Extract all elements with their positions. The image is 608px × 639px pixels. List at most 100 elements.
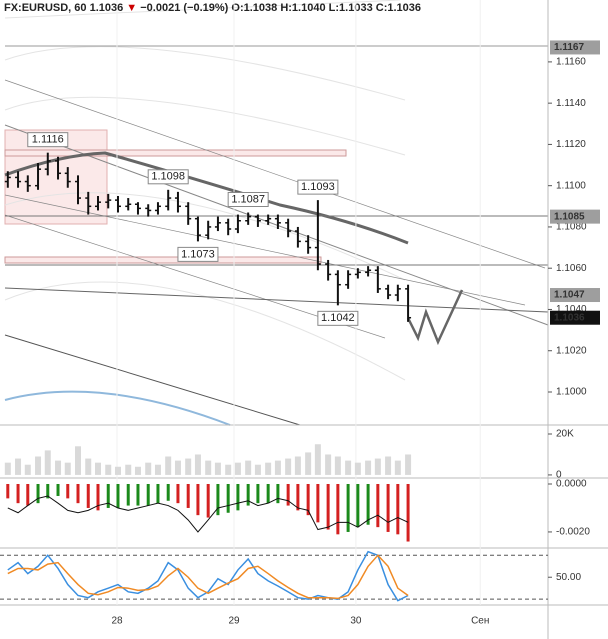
histogram-bar [286,483,290,506]
volume-bar [305,452,312,475]
change: −0.0021 (−0.19%) [140,2,228,14]
trend-lines [4,0,549,426]
histogram-bar [316,483,320,523]
header: FX:EURUSD, 60 1.1036 ▼ −0.0021 (−0.19%) … [4,2,421,14]
volume-bar [114,466,121,475]
histogram-bar [226,483,230,513]
volume-bar [225,464,232,475]
volume-bar [85,458,92,475]
y-tick-label: 1.1120 [556,139,586,150]
histogram-bar [126,483,130,506]
close: C:1.1036 [376,2,421,14]
histogram-bar [406,483,410,542]
histogram-bar [6,483,10,499]
histogram-bar [156,483,160,504]
histogram-bar [96,483,100,511]
volume-bar [374,458,381,475]
histogram-bar [186,483,190,508]
volume-bar [44,450,51,475]
volume-bar [24,464,31,475]
volume-bar [274,460,281,475]
volume-bar [365,460,372,475]
histogram-bar [36,483,40,504]
annotation-box [297,179,339,195]
volume-bar [154,464,161,475]
annotation-box [227,192,269,207]
symbol: FX:EURUSD, 60 [4,2,87,14]
histogram-bar [116,483,120,508]
histogram-bar [306,483,310,516]
volume-bar [334,456,341,475]
histogram-bar [256,483,260,504]
histogram-bar [16,483,20,504]
zone [4,149,347,157]
volume-bar [125,464,132,475]
annotation: 1.1093 [301,181,335,193]
volume-bar [194,454,201,475]
y-tick-label: 1.1020 [556,345,587,356]
volume-bar [15,458,22,475]
histogram-bar [396,483,400,535]
price-label: 1.1036 [554,312,585,323]
volume-bar [265,462,272,475]
histogram-bar [216,483,220,516]
y-tick-label: 0.0000 [556,479,587,490]
annotation-box [177,246,219,262]
annotation: 1.1116 [32,134,64,146]
volume-bar [354,462,361,475]
volume-bar [185,458,192,475]
histogram-bar [386,483,390,532]
y-tick-label: 20K [556,429,574,440]
y-tick-label: 1.1100 [556,180,586,191]
volume-bar [394,460,401,475]
histogram-bar [206,483,210,518]
histogram-bar [236,483,240,511]
volume-bar [64,462,71,475]
histogram-bar [356,483,360,528]
volume-bar [245,460,252,475]
volume-bar [254,464,261,475]
volume-bar [35,456,42,475]
histogram-bar [146,483,150,506]
x-tick-label: 30 [350,616,362,627]
annotation: 1.1087 [231,193,265,205]
histogram-bar [76,483,80,504]
y-tick-label: 1.1080 [556,222,587,233]
y-tick-label: 50.00 [556,572,581,583]
open: O:1.1038 [231,2,277,14]
histogram-bar [66,483,70,499]
price-label-box [550,209,600,224]
signal-line [7,495,409,533]
histogram-bar [176,483,180,504]
histogram-bar [376,483,380,528]
price-label: 1.1167 [554,42,584,53]
volume-bar [134,466,141,475]
histogram-bar [166,483,170,501]
histogram-bar [56,483,60,496]
annotation-box [317,310,359,326]
y-tick-label: 1.1040 [556,304,587,315]
annotation: 1.1098 [151,171,185,183]
histogram-bar [136,483,140,506]
annotation-box [27,132,69,148]
volume-bar [294,456,301,475]
x-tick-label: 28 [111,616,123,627]
volume-bar [385,456,392,475]
price-label-box [550,288,600,303]
price-label-box [550,40,600,55]
x-tick-label: Сен [471,616,489,627]
volume-bar [314,444,321,475]
volume-bar [174,460,181,475]
volume-bar [325,454,332,475]
y-tick-label: -0.0020 [556,527,590,538]
histogram-bar [246,483,250,506]
y-tick-label: 1.1160 [556,57,586,68]
histogram-bar [346,483,350,532]
histogram-bar [266,483,270,504]
volume-bar [165,456,172,475]
y-tick-label: 1.1060 [556,263,587,274]
volume-bar [205,460,212,475]
histogram-bar [46,483,50,499]
